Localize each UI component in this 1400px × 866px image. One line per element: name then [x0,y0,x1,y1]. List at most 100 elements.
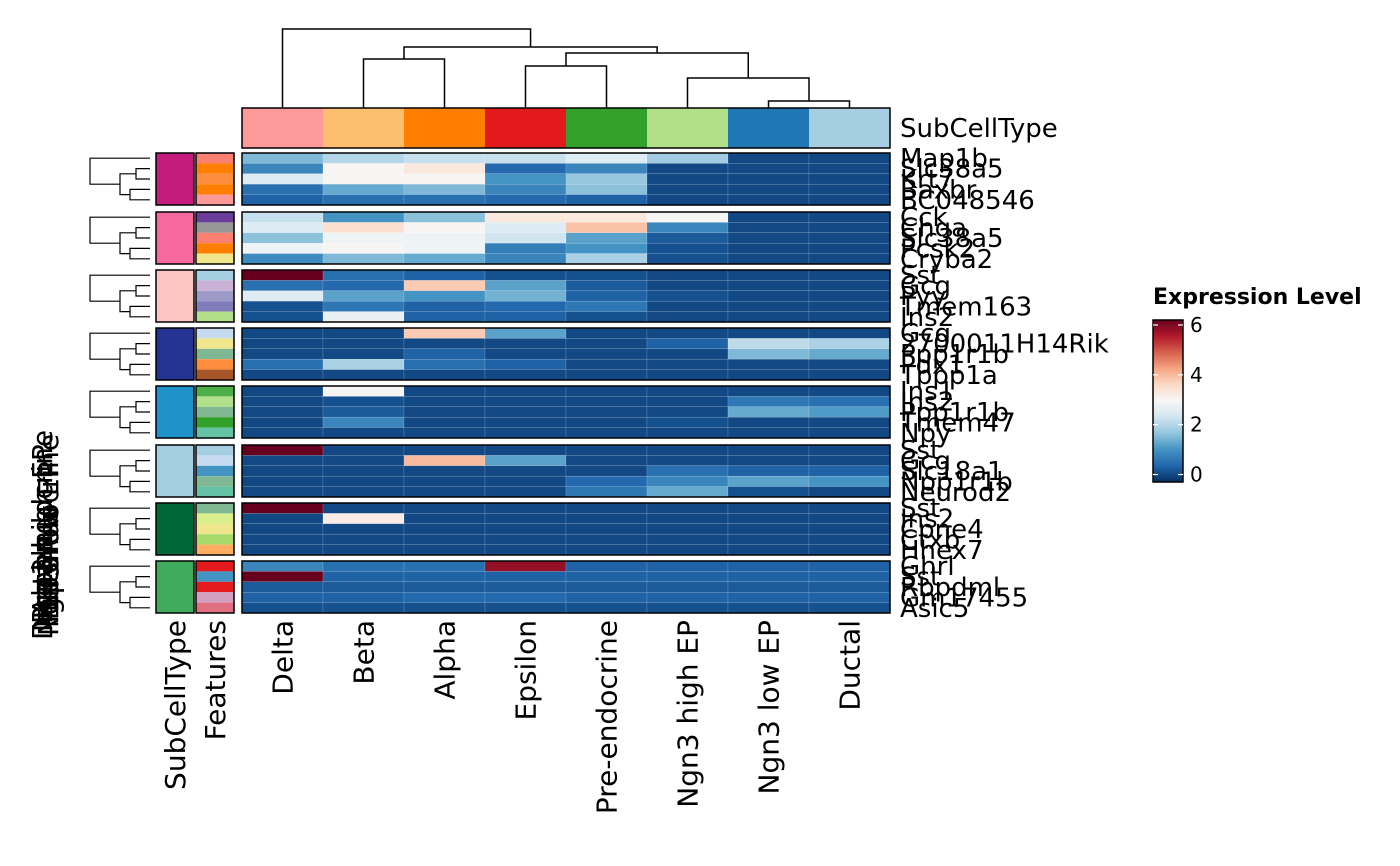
heatmap-cell [646,465,729,477]
heatmap-cell [241,486,324,498]
heatmap-cell [322,523,405,535]
row-feature-annotation-cell [196,534,234,545]
heatmap-cell [727,358,810,370]
heatmap-cell [322,369,405,381]
heatmap-cell [727,338,810,350]
heatmap-cell [484,327,567,339]
heatmap-cell [403,581,486,593]
heatmap-cell [322,475,405,487]
heatmap-cell [565,416,648,428]
heatmap-cell [727,232,810,244]
heatmap-cell [646,232,729,244]
heatmap-cell [403,290,486,302]
row-label: Slc38a5 [900,155,1004,185]
heatmap-cell [808,560,891,572]
heatmap-cell [727,163,810,175]
heatmap-cell [808,300,891,312]
heatmap-cell [646,427,729,439]
heatmap-cell [403,280,486,292]
heatmap-cell [727,455,810,467]
row-feature-annotation-cell [196,338,234,349]
column-label: Pre-endocrine [591,620,624,814]
legend-title: Expression Level [1153,285,1362,310]
heatmap-cell [322,571,405,583]
heatmap-cell [565,396,648,408]
heatmap-cell [484,280,567,292]
heatmap-cell [808,465,891,477]
heatmap-cell [403,502,486,514]
heatmap-cell [565,183,648,195]
heatmap-cell [484,455,567,467]
column-label: Ngn3 high EP [672,620,705,808]
heatmap-cell [322,513,405,525]
heatmap-cell [646,523,729,535]
row-label: Ppp1r1b [900,398,1009,428]
row-subcelltype-annotation [155,327,195,381]
heatmap-cell [403,591,486,603]
heatmap-cell [484,232,567,244]
row-feature-annotation-border [195,560,235,614]
row-dendrogram-branch [119,523,136,546]
heatmap-cell [565,232,648,244]
heatmap-cell [727,591,810,603]
row-feature-annotation-cell [196,427,234,438]
heatmap-cell [727,280,810,292]
legend-tick-label: 2 [1190,413,1203,437]
heatmap-cell [565,163,648,175]
heatmap-cell [322,581,405,593]
heatmap-cell [565,560,648,572]
heatmap-cell [241,581,324,593]
heatmap-cell [727,369,810,381]
row-dendrogram-branch [119,465,136,488]
heatmap-cell [241,444,324,456]
heatmap-cell [322,290,405,302]
heatmap-cell [727,571,810,583]
heatmap-cell [484,358,567,370]
heatmap-cell [727,152,810,164]
row-feature-annotation-border [195,152,235,206]
heatmap-cell [565,290,648,302]
heatmap-cell [808,502,891,514]
heatmap-cell [565,533,648,545]
heatmap-cell [646,475,729,487]
heatmap-group-border [241,385,891,439]
heatmap-cell [808,232,891,244]
heatmap-cell [322,358,405,370]
heatmap-cell [565,523,648,535]
heatmap-cell [565,300,648,312]
row-feature-annotation-cell [196,348,234,360]
heatmap-cell [727,533,810,545]
row-feature-annotation-cell [196,445,234,456]
row-dendrogram-branch [119,348,136,371]
row-label: Neurod2 [900,478,1011,508]
column-dendrogram-branch [686,77,810,108]
row-feature-annotation-border [195,444,235,498]
heatmap-cell [241,544,324,556]
heatmap-cell [403,222,486,234]
heatmap-cell [484,163,567,175]
heatmap-cell [646,311,729,323]
column-annotation-cell [485,108,566,148]
heatmap-cell [241,253,324,265]
row-dendrogram-branch [129,188,150,201]
heatmap-cell [565,486,648,498]
heatmap-cell [727,211,810,223]
heatmap-cell [727,253,810,265]
heatmap-cell [484,560,567,572]
heatmap-cell [646,544,729,556]
heatmap-cell [565,358,648,370]
column-dendrogram-branch [281,28,532,108]
heatmap-cell [403,358,486,370]
row-label: Sst [900,261,940,291]
heatmap-cell [403,152,486,164]
row-label: Asic5 [900,594,969,624]
row-feature-annotation-cell [196,581,234,593]
left-group-label: Beta [32,555,65,620]
heatmap-cell [484,544,567,556]
row-dendrogram-branch [89,507,150,535]
heatmap-cell [646,280,729,292]
heatmap-cell [808,513,891,525]
row-feature-annotation-cell [196,328,234,339]
row-label: Pdx1 [900,350,964,380]
heatmap-cell [484,290,567,302]
